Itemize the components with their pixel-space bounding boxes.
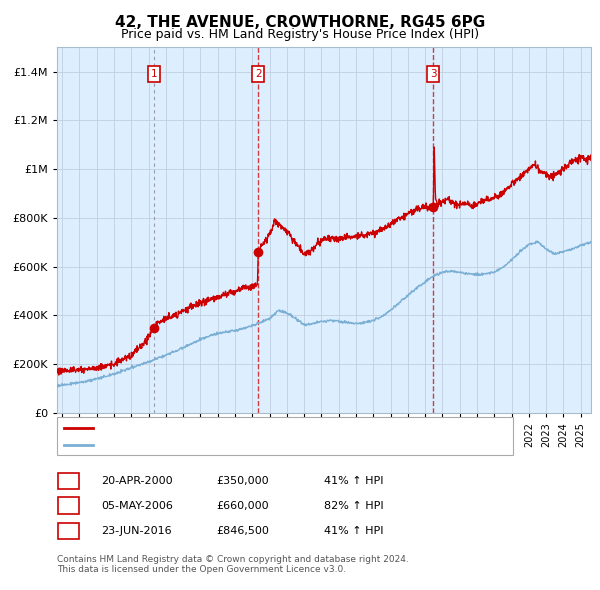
Text: £660,000: £660,000	[216, 501, 269, 510]
Text: 23-JUN-2016: 23-JUN-2016	[101, 526, 172, 536]
Text: 3: 3	[430, 69, 437, 79]
Text: 41% ↑ HPI: 41% ↑ HPI	[324, 476, 383, 486]
Text: 20-APR-2000: 20-APR-2000	[101, 476, 172, 486]
Text: 42, THE AVENUE, CROWTHORNE, RG45 6PG (detached house): 42, THE AVENUE, CROWTHORNE, RG45 6PG (de…	[100, 423, 423, 433]
Text: Contains HM Land Registry data © Crown copyright and database right 2024.: Contains HM Land Registry data © Crown c…	[57, 555, 409, 563]
Text: 41% ↑ HPI: 41% ↑ HPI	[324, 526, 383, 536]
Text: 2: 2	[65, 501, 72, 510]
Text: £350,000: £350,000	[216, 476, 269, 486]
Text: This data is licensed under the Open Government Licence v3.0.: This data is licensed under the Open Gov…	[57, 565, 346, 574]
Text: 1: 1	[65, 476, 72, 486]
Text: 2: 2	[255, 69, 262, 79]
Text: 1: 1	[151, 69, 157, 79]
Text: 42, THE AVENUE, CROWTHORNE, RG45 6PG: 42, THE AVENUE, CROWTHORNE, RG45 6PG	[115, 15, 485, 30]
Text: HPI: Average price, detached house, Wokingham: HPI: Average price, detached house, Woki…	[100, 440, 355, 450]
Text: £846,500: £846,500	[216, 526, 269, 536]
Text: 05-MAY-2006: 05-MAY-2006	[101, 501, 173, 510]
Text: 3: 3	[65, 526, 72, 536]
Text: Price paid vs. HM Land Registry's House Price Index (HPI): Price paid vs. HM Land Registry's House …	[121, 28, 479, 41]
Text: 82% ↑ HPI: 82% ↑ HPI	[324, 501, 383, 510]
